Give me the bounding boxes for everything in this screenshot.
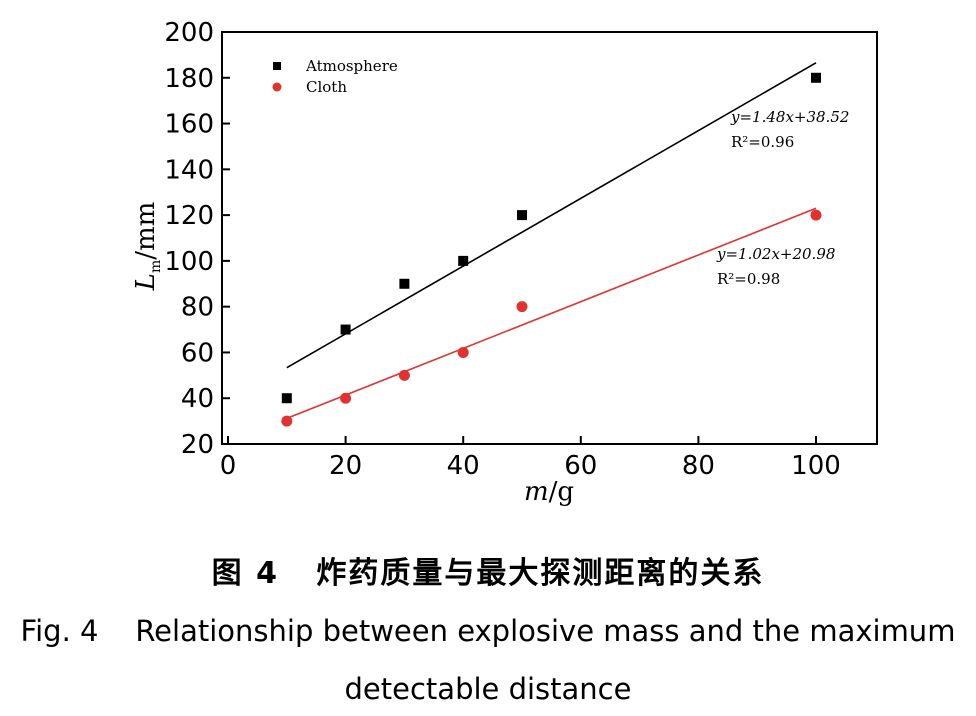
cloth-point [457,346,469,358]
atmosphere-point [340,324,351,335]
y-axis-label: Lm/mm [131,202,164,292]
x-tick-label: 0 [220,451,237,481]
y-axis-var: L [131,273,161,291]
cloth-point [810,209,822,221]
x-tick-label: 60 [564,451,597,481]
cloth-point [398,369,410,381]
cloth-point [281,415,293,427]
fit-lines [286,62,817,420]
fit-annotations: y=1.48x+38.52 R²=0.96 y=1.02x+20.98 R²=0.98 [716,108,849,288]
x-axis-unit: /g [549,477,574,507]
cloth-point [516,301,528,313]
y-tick-label: 160 [164,110,214,140]
x-tick-label: 20 [329,451,362,481]
y-tick-label: 200 [164,18,214,48]
y-axis-unit: /mm [131,202,161,260]
atmosphere-point [517,210,527,221]
y-tick-label: 60 [181,338,214,368]
x-axis-var: m [524,477,549,507]
legend: Atmosphere Cloth [272,57,398,96]
y-tick-label: 140 [164,155,214,185]
x-axis-label: m/g [524,477,574,507]
data-markers [281,72,822,427]
atmosphere-point [811,72,821,83]
atmosphere-point [399,278,410,289]
legend-atmosphere-label: Atmosphere [305,57,398,75]
x-tick-label: 100 [791,451,841,481]
y-tick-label: 80 [181,293,214,323]
y-tick-label: 100 [164,247,214,277]
legend-cloth-label: Cloth [306,78,347,96]
cloth-fit-line [286,207,817,420]
caption-chinese: 图 4 炸药质量与最大探测距离的关系 [211,556,765,591]
y-tick-label: 40 [181,384,214,414]
atmosphere-fit-equation: y=1.48x+38.52 [730,108,849,126]
y-tick-label: 20 [181,430,214,460]
atmosphere-point [281,393,292,404]
x-tick-label: 40 [447,451,480,481]
cloth-fit-equation: y=1.02x+20.98 [716,245,835,263]
atmosphere-fit-r2: R²=0.96 [731,133,794,151]
y-tick-label: 120 [164,201,214,231]
caption-english-line1: Fig. 4 Relationship between explosive ma… [20,614,956,648]
atmosphere-point [458,255,469,266]
legend-cloth-marker [272,82,282,92]
plot-frame [221,31,878,445]
legend-atmosphere-marker [273,62,281,70]
y-tick-label: 180 [164,64,214,94]
y-axis-sub: m [148,260,164,273]
caption-english-line2: detectable distance [344,672,632,706]
x-tick-label: 80 [682,451,715,481]
atmosphere-fit-line [286,62,817,369]
cloth-fit-r2: R²=0.98 [717,270,780,288]
cloth-point [340,392,352,404]
